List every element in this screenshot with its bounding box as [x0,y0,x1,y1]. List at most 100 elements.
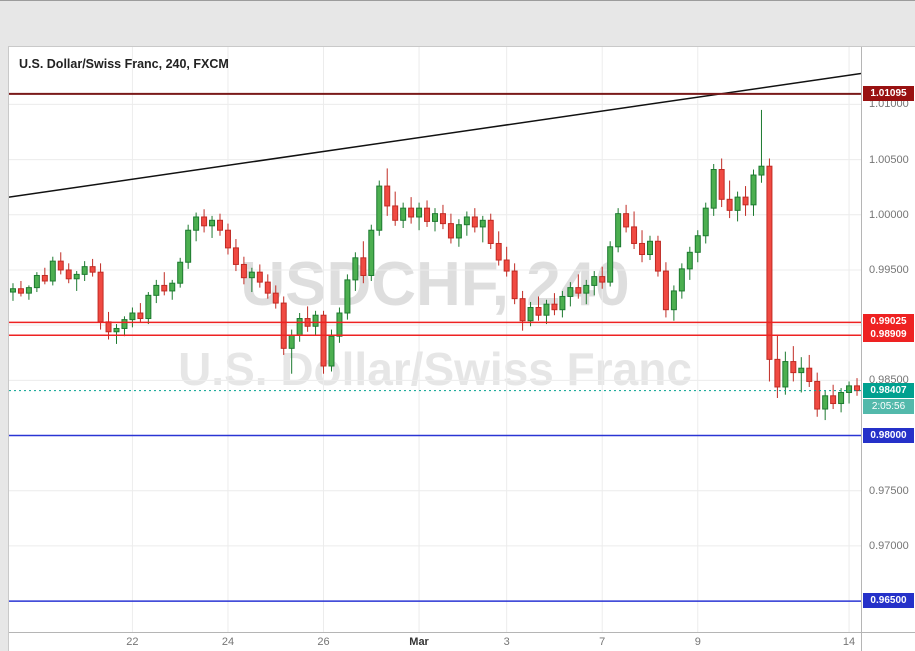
candlestick[interactable] [487,219,494,244]
candlestick[interactable] [424,207,431,222]
candlestick[interactable] [145,294,152,320]
candlestick[interactable] [17,288,24,294]
candlestick[interactable] [153,284,160,296]
candlestick[interactable] [734,196,741,211]
candlestick[interactable] [463,216,470,226]
candlestick[interactable] [280,302,287,349]
candlestick[interactable] [631,226,638,244]
candlestick[interactable] [137,312,144,320]
trend-line[interactable] [9,72,861,198]
candlestick[interactable] [551,303,558,311]
candlestick[interactable] [479,219,486,228]
candlestick[interactable] [288,334,295,349]
candlestick[interactable] [360,257,367,276]
candlestick[interactable] [662,270,669,311]
candlestick[interactable] [439,213,446,225]
candlestick[interactable] [209,219,216,227]
candlestick[interactable] [416,207,423,218]
candlestick[interactable] [161,284,168,292]
candlestick[interactable] [352,257,359,281]
candlestick[interactable] [193,216,200,231]
candlestick[interactable] [583,284,590,294]
candlestick[interactable] [185,229,192,263]
candlestick[interactable] [336,312,343,337]
candlestick[interactable] [177,261,184,284]
price-level-badge[interactable]: 0.98909 [863,327,914,343]
candlestick[interactable] [248,271,255,279]
candlestick[interactable] [798,367,805,374]
candlestick[interactable] [782,361,789,388]
candlestick[interactable] [408,207,415,218]
candlestick[interactable] [400,207,407,221]
candlestick[interactable] [503,259,510,272]
candlestick[interactable] [41,274,48,282]
candlestick[interactable] [201,216,208,227]
candlestick[interactable] [384,185,391,207]
candlestick[interactable] [766,165,773,360]
candlestick[interactable] [376,185,383,231]
candlestick[interactable] [575,287,582,294]
candlestick[interactable] [527,306,534,322]
candlestick[interactable] [217,219,224,231]
candlestick[interactable] [615,213,622,248]
candlestick[interactable] [65,269,72,280]
candlestick[interactable] [543,303,550,316]
candlestick[interactable] [686,251,693,270]
candlestick[interactable] [591,276,598,286]
candlestick[interactable] [256,271,263,283]
candlestick[interactable] [57,260,64,271]
candlestick[interactable] [654,240,661,272]
candlestick[interactable] [854,385,861,392]
candlestick[interactable] [73,273,80,280]
candlestick[interactable] [750,174,757,206]
candlestick[interactable] [511,270,518,300]
candlestick[interactable] [694,235,701,253]
candlestick[interactable] [702,207,709,237]
candlestick[interactable] [774,358,781,388]
candlestick[interactable] [559,295,566,311]
candlestick[interactable] [814,380,821,410]
price-level-badge[interactable]: 0.99025 [863,314,914,330]
chart-canvas[interactable] [9,47,861,632]
candlestick[interactable] [344,279,351,314]
candlestick[interactable] [49,260,56,282]
candlestick[interactable] [678,268,685,292]
candlestick[interactable] [742,196,749,206]
price-chart-plot[interactable]: USDCHF, 240 U.S. Dollar/Swiss Franc U.S.… [9,47,861,632]
price-level-badge[interactable]: 0.96500 [863,593,914,609]
candlestick[interactable] [105,321,112,333]
candlestick[interactable] [264,281,271,294]
candlestick[interactable] [97,271,104,323]
candlestick[interactable] [392,205,399,221]
candlestick[interactable] [113,327,120,333]
candlestick[interactable] [758,165,765,176]
candlestick[interactable] [272,292,279,304]
price-axis[interactable]: 1.01000 1.00500 1.00000 0.99500 0.98500 0.975… [861,47,915,632]
candlestick[interactable] [240,263,247,279]
candlestick[interactable] [169,282,176,292]
candlestick[interactable] [830,395,837,405]
candlestick[interactable] [623,213,630,228]
candlestick[interactable] [718,169,725,200]
candlestick[interactable] [368,229,375,276]
candlestick[interactable] [639,242,646,256]
candlestick[interactable] [607,246,614,283]
candlestick[interactable] [9,288,16,293]
candlestick[interactable] [296,318,303,336]
candlestick[interactable] [726,198,733,211]
candlestick[interactable] [89,266,96,273]
candlestick[interactable] [567,287,574,297]
candlestick[interactable] [33,274,40,289]
candlestick[interactable] [599,276,606,283]
candlestick[interactable] [806,367,813,382]
candlestick[interactable] [846,385,853,393]
candlestick[interactable] [710,169,717,209]
candlestick[interactable] [328,335,335,367]
candlestick[interactable] [232,247,239,265]
candlestick[interactable] [838,391,845,405]
candlestick[interactable] [129,312,136,321]
candlestick[interactable] [447,223,454,239]
candlestick[interactable] [224,229,231,249]
candlestick[interactable] [670,290,677,311]
candlestick[interactable] [25,287,32,294]
